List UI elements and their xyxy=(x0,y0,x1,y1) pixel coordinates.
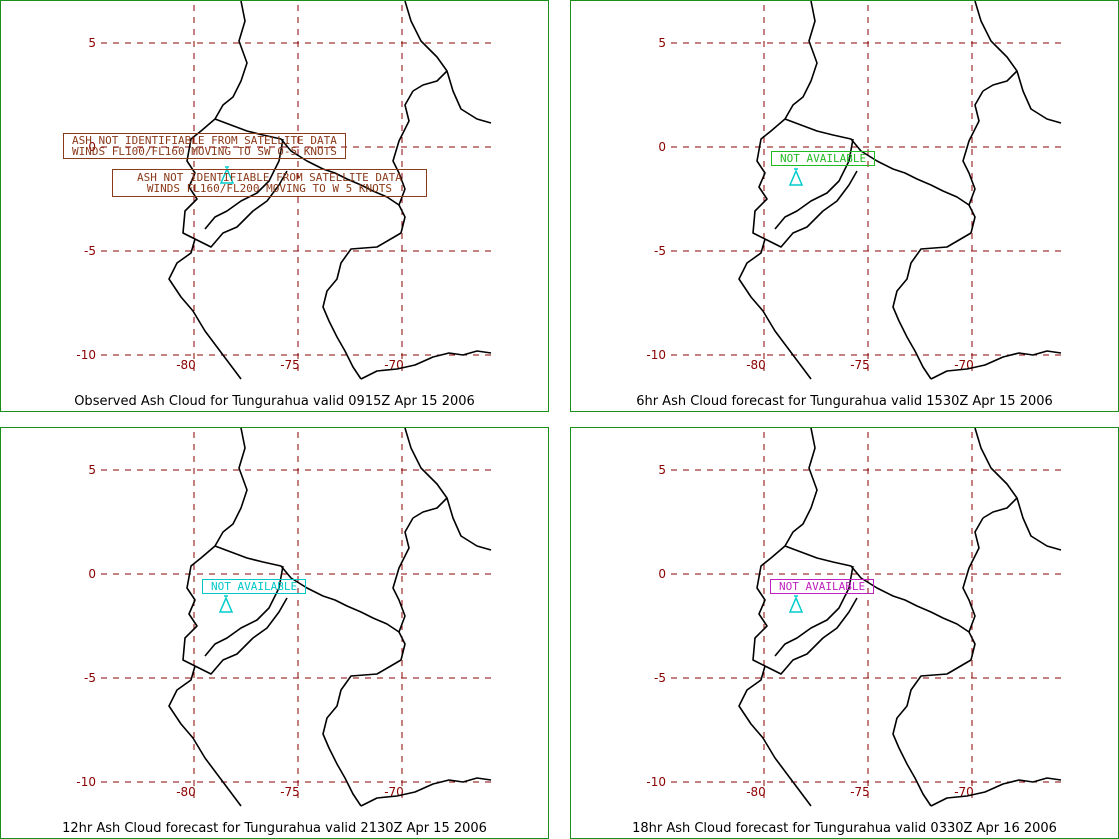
boundary-line xyxy=(322,232,402,380)
panel-caption: Observed Ash Cloud for Tungurahua valid … xyxy=(74,394,475,409)
boundary-line xyxy=(752,545,858,675)
boundary-line xyxy=(930,777,1062,807)
boundary-line xyxy=(214,545,406,661)
latitude-label: -10 xyxy=(646,348,666,362)
boundary-line xyxy=(392,90,414,206)
latitude-label: -5 xyxy=(84,671,96,685)
boundary-line xyxy=(784,1,818,120)
latitude-label: -5 xyxy=(654,244,666,258)
note-line: NOT AVAILABLE xyxy=(779,580,866,593)
boundary-line xyxy=(204,565,284,657)
latitude-label: -5 xyxy=(654,671,666,685)
boundary-line xyxy=(752,118,858,248)
volcano-icon xyxy=(218,595,234,613)
boundary-line xyxy=(738,238,812,380)
boundary-line xyxy=(774,138,854,230)
boundary-line xyxy=(982,70,1018,92)
not-available-note: NOT AVAILABLE xyxy=(771,151,876,166)
longitude-label: -75 xyxy=(850,785,870,799)
latitude-label: -10 xyxy=(76,348,96,362)
boundary-line xyxy=(892,659,972,807)
map-canvas: 50-5-10-80 -75 -70 xyxy=(646,1,1062,380)
boundary-line xyxy=(404,1,492,124)
boundary-line xyxy=(738,665,812,807)
note-line: WINDS FL160/FL200 MOVING TO W 5 KNOTS xyxy=(146,182,392,195)
boundary-line xyxy=(784,118,976,234)
not-available-note: NOT AVAILABLE xyxy=(770,579,875,594)
boundary-line xyxy=(962,517,984,633)
boundary-line xyxy=(168,665,242,807)
latitude-label: 5 xyxy=(88,463,96,477)
volcano-icon xyxy=(219,166,235,184)
panel-caption: 6hr Ash Cloud forecast for Tungurahua va… xyxy=(636,394,1053,409)
boundary-line xyxy=(930,350,1062,380)
map-canvas: 50-5-10-80 -75 -70 xyxy=(646,428,1062,807)
longitude-label: -75 xyxy=(280,785,300,799)
boundary-line xyxy=(204,138,284,230)
panel-caption: 12hr Ash Cloud forecast for Tungurahua v… xyxy=(62,821,487,836)
boundary-line xyxy=(360,777,492,807)
boundary-line xyxy=(982,497,1018,519)
latitude-label: -10 xyxy=(646,775,666,789)
not-available-note: NOT AVAILABLE xyxy=(202,579,307,594)
latitude-label: 5 xyxy=(658,463,666,477)
ash-note-1: ASH NOT IDENTIFIABLE FROM SATELLITE DATA… xyxy=(63,133,346,159)
note-line: ASH NOT IDENTIFIABLE FROM SATELLITE DATA xyxy=(72,134,337,147)
boundary-line xyxy=(360,350,492,380)
boundary-line xyxy=(412,70,448,92)
note-line: NOT AVAILABLE xyxy=(780,152,867,165)
latitude-label: -5 xyxy=(84,244,96,258)
boundary-line xyxy=(182,545,288,675)
longitude-label: -75 xyxy=(850,358,870,372)
boundary-line xyxy=(322,659,402,807)
volcano-icon xyxy=(788,595,804,613)
map-panel-6hr: 5 0 -5 -10 -80 -75 -70 NOT AVAILABLE 6hr Ash C… xyxy=(570,0,1119,412)
map-panel-12hr: 5 0 -5 -10 -80 -75 -70 NOT AVAILABLE 12hr Ash … xyxy=(0,427,549,839)
map-panel-observed: 5 0 -5 -10 -80 -75 -70 ASH NOT IDENTIFIABLE FR… xyxy=(0,0,549,412)
note-line: ASH NOT IDENTIFIABLE FROM SATELLITE DATA xyxy=(137,171,402,184)
boundary-line xyxy=(974,1,1062,124)
boundary-line xyxy=(214,1,248,120)
volcano-icon xyxy=(788,168,804,186)
map-canvas: 50-5-10-80 -75 -70 xyxy=(76,1,492,380)
boundary-line xyxy=(412,497,448,519)
latitude-label: 0 xyxy=(658,567,666,581)
note-line: WINDS FL100/FL160 MOVING TO SW 0-5 KNOTS xyxy=(72,145,337,158)
longitude-label: -80 xyxy=(176,785,196,799)
latitude-label: 5 xyxy=(88,36,96,50)
map-panel-18hr: 5 0 -5 -10 -80 -75 -70 NOT AVAILABLE 18hr Ash … xyxy=(570,427,1119,839)
boundary-line xyxy=(962,90,984,206)
note-line: NOT AVAILABLE xyxy=(211,580,298,593)
latitude-label: 5 xyxy=(658,36,666,50)
panel-caption: 18hr Ash Cloud forecast for Tungurahua v… xyxy=(632,821,1057,836)
latitude-label: -10 xyxy=(76,775,96,789)
longitude-label: -80 xyxy=(746,785,766,799)
boundary-line xyxy=(182,118,288,248)
boundary-line xyxy=(784,428,818,547)
boundary-line xyxy=(404,428,492,551)
latitude-label: 0 xyxy=(88,567,96,581)
boundary-line xyxy=(974,428,1062,551)
boundary-line xyxy=(892,232,972,380)
latitude-label: 0 xyxy=(658,140,666,154)
latitude-label: 0 xyxy=(88,140,96,154)
longitude-label: -75 xyxy=(280,358,300,372)
boundary-line xyxy=(774,565,854,657)
boundary-line xyxy=(214,428,248,547)
longitude-label: -80 xyxy=(176,358,196,372)
boundary-line xyxy=(392,517,414,633)
map-canvas: 50-5-10-80 -75 -70 xyxy=(76,428,492,807)
longitude-label: -80 xyxy=(746,358,766,372)
boundary-line xyxy=(784,545,976,661)
ash-note-2: ASH NOT IDENTIFIABLE FROM SATELLITE DATA… xyxy=(112,169,427,197)
boundary-line xyxy=(168,238,242,380)
